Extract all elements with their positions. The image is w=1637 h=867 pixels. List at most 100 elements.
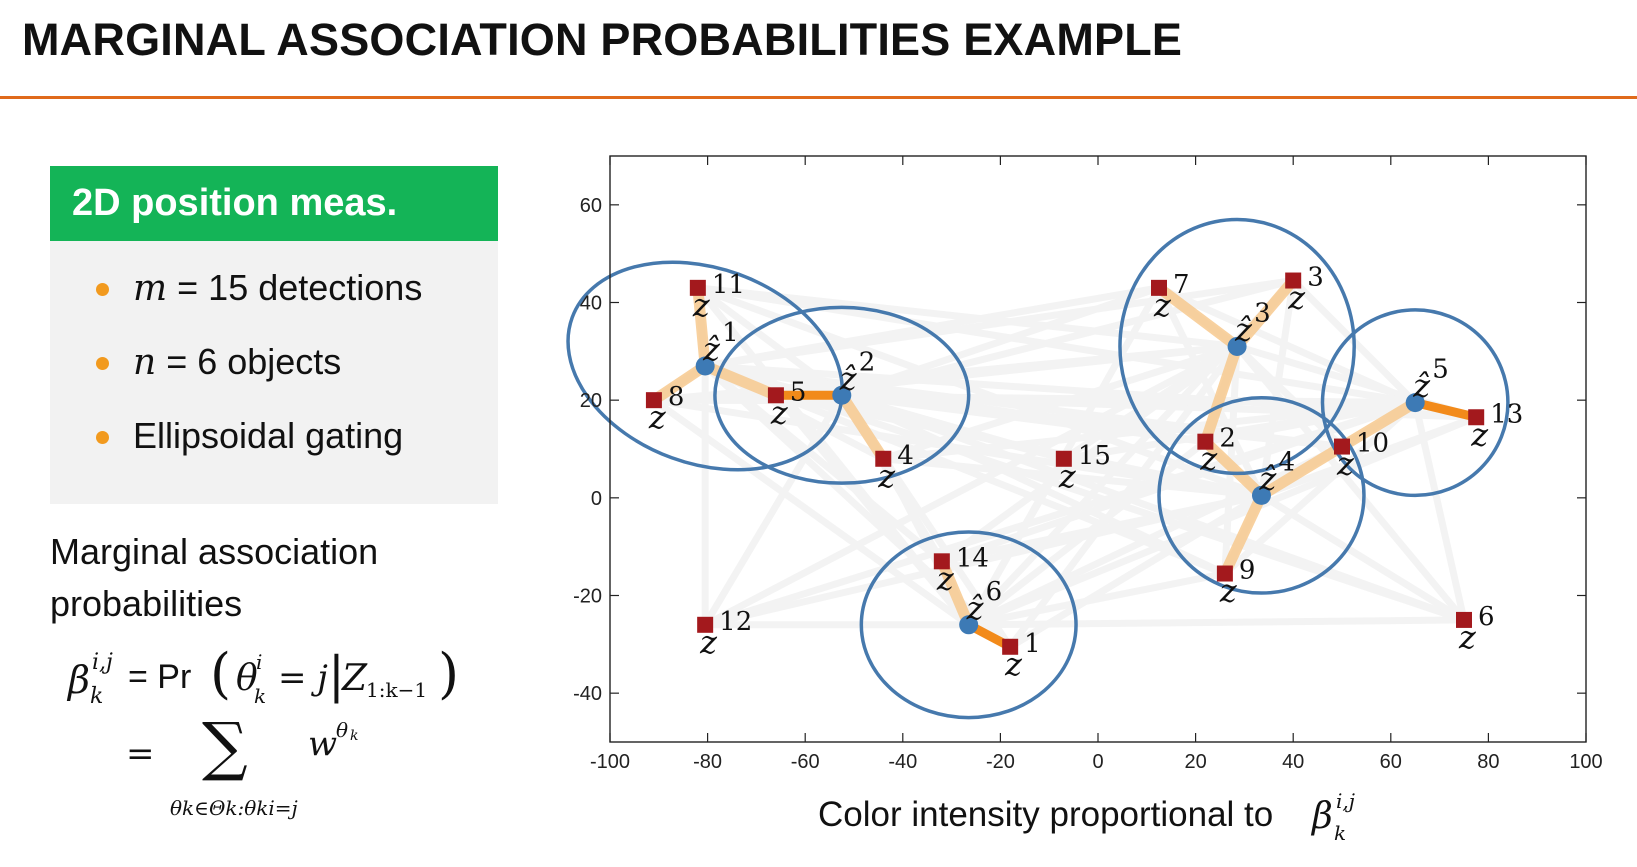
formula-w: w	[308, 724, 338, 764]
object-marker	[1227, 336, 1247, 356]
object-label-index: 3	[1254, 298, 1271, 328]
bullet-item: m = 15 detections	[50, 251, 498, 325]
bullet-text: Ellipsoidal gating	[133, 415, 404, 456]
bullet-text: = 6 objects	[156, 341, 342, 382]
marginal-label-line2: probabilities	[50, 583, 243, 624]
bullet-dot-icon	[96, 283, 109, 296]
y-tick-label: -40	[573, 683, 602, 705]
detection-marker	[1197, 433, 1214, 450]
y-tick-label: -20	[573, 586, 602, 608]
x-tick-label: -80	[693, 751, 722, 773]
background-edge	[694, 284, 1419, 407]
formula-sum-sub: θk∈Θk:θki=j	[170, 796, 298, 820]
formula-theta-sub: k	[254, 684, 267, 708]
detection-label-z: z	[1153, 286, 1172, 324]
detection-label-z: z	[936, 559, 955, 597]
x-axis-caption-symbol: β	[1310, 796, 1333, 837]
detection-label-z: z	[1458, 618, 1477, 656]
object-marker	[1405, 393, 1425, 413]
formula-eq-pr: = Pr	[128, 658, 192, 696]
formula-theta-sup: i	[256, 650, 263, 674]
detection-marker	[1456, 611, 1472, 628]
background-edge	[965, 413, 1480, 629]
x-tick-label: 40	[1282, 751, 1304, 773]
detection-label-z: z	[1470, 415, 1489, 453]
bullet-item: Ellipsoidal gating	[50, 399, 498, 473]
detection-label-z: z	[1058, 457, 1077, 495]
bullet-text: = 15 detections	[167, 267, 423, 308]
detection-label-z: z	[699, 623, 718, 661]
x-tick-label: -20	[986, 751, 1015, 773]
formula-theta: θ	[236, 658, 258, 699]
detection-label-index: 1	[1024, 629, 1041, 659]
detection-label-index: 10	[1356, 429, 1389, 459]
association-line	[836, 389, 889, 465]
title-divider	[0, 96, 1637, 99]
y-tick-label: 20	[580, 390, 602, 412]
gate-ellipse	[859, 530, 1078, 720]
association-line	[1199, 436, 1267, 501]
object-label-z: ẑ	[1412, 367, 1431, 405]
x-tick-label: 20	[1184, 751, 1206, 773]
detection-label-z: z	[1336, 445, 1355, 483]
detection-label-index: 6	[1478, 602, 1495, 632]
background-edge	[1257, 491, 1468, 624]
bullet-dot-icon	[96, 431, 109, 444]
bullet-var: m	[133, 268, 168, 309]
object-label-z: ẑ	[966, 589, 985, 627]
object-label-index: 6	[986, 577, 1003, 607]
detection-marker	[645, 392, 662, 409]
formula-w-sup-sub: k	[350, 728, 359, 744]
association-line	[692, 282, 711, 372]
background-edge	[701, 342, 1241, 629]
detection-label-z: z	[1199, 440, 1218, 478]
x-tick-label: -40	[888, 751, 917, 773]
background-edge	[938, 491, 1265, 565]
x-tick-label: -60	[791, 751, 820, 773]
object-label-z: ẑ	[702, 330, 721, 368]
background-edge	[879, 455, 1265, 499]
background-edge	[1221, 399, 1419, 578]
bullet-dot-icon	[96, 357, 109, 370]
slide-title: MARGINAL ASSOCIATION PROBABILITIES EXAMP…	[22, 14, 1183, 65]
detection-label-z: z	[1004, 645, 1023, 683]
marginal-label: Marginal association probabilities	[50, 526, 378, 630]
detection-label-index: 11	[712, 270, 745, 300]
background-edge	[965, 438, 1209, 629]
detection-label-index: 5	[790, 377, 807, 407]
info-box: 2D position meas. m = 15 detections n = …	[50, 166, 498, 504]
detection-label-index: 2	[1219, 424, 1236, 454]
detection-marker	[697, 616, 714, 633]
bullet-var: n	[133, 342, 157, 383]
background-edge	[694, 284, 846, 399]
formula-beta-sup: i,j	[92, 650, 113, 675]
detection-label-z: z	[1287, 279, 1306, 317]
gate-ellipse	[713, 305, 971, 485]
detection-label-z: z	[877, 457, 896, 495]
formula-paren-close: )	[438, 642, 460, 705]
object-label-z: ẑ	[1258, 459, 1277, 497]
object-markers	[695, 336, 1425, 635]
detection-marker	[875, 450, 892, 467]
x-tick-label: -100	[590, 751, 630, 773]
formula-bar: |	[328, 646, 345, 704]
detection-label-index: 15	[1078, 441, 1111, 471]
y-tick-label: 60	[580, 195, 602, 217]
gate-ellipse	[1157, 395, 1366, 595]
formula-w-sup: θ	[336, 718, 349, 742]
association-line	[1153, 282, 1243, 352]
axis-ticks: -100 -80 -60 -40 -20 0 20 40 60 80 100 -40 -20 0 20 40 6…	[573, 156, 1603, 773]
info-box-header: 2D position meas.	[50, 166, 498, 241]
x-axis-caption-sub: k	[1334, 821, 1346, 845]
background-edge	[650, 396, 973, 629]
background-edge	[965, 616, 1468, 629]
object-label-z: ẑ	[839, 359, 858, 397]
formula-sum: ∑	[202, 710, 248, 784]
background-edge	[694, 284, 1265, 499]
detection-label-index: 12	[719, 607, 752, 637]
x-tick-label: 100	[1569, 751, 1602, 773]
detection-marker	[1334, 438, 1350, 455]
object-label-index: 1	[722, 318, 739, 348]
object-marker	[1251, 485, 1271, 505]
background-edge	[1257, 277, 1297, 499]
